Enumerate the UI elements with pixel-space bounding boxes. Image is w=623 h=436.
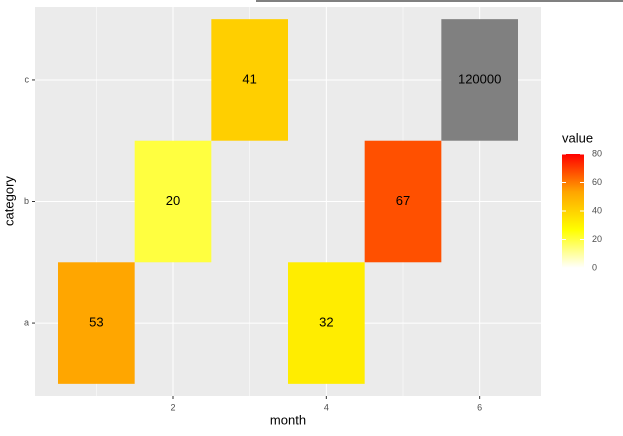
tile [441, 19, 518, 141]
tile-label: 20 [166, 193, 180, 208]
x-tick-label: 6 [477, 402, 482, 412]
tile [134, 140, 212, 263]
colorbar-tick-label: 0 [592, 262, 597, 272]
tile-label: 41 [242, 71, 256, 86]
tile [288, 262, 365, 384]
y-tick-label: a [24, 317, 29, 327]
x-tick-label: 2 [170, 402, 175, 412]
colorbar [562, 154, 584, 268]
tile-label: 120000 [458, 71, 501, 86]
colorbar-tick-label: 40 [592, 205, 602, 215]
x-axis-title: month [270, 412, 306, 427]
colorbar-tick-label: 80 [592, 148, 602, 158]
tile-label: 53 [89, 315, 103, 330]
tile-label: 67 [396, 193, 410, 208]
x-tick-label: 4 [324, 402, 329, 412]
y-axis-title: category [1, 176, 16, 226]
tile [364, 140, 442, 263]
colorbar-tick-label: 20 [592, 234, 602, 244]
tile [58, 262, 135, 384]
y-tick-label: b [24, 196, 29, 206]
colorbar-tick-label: 60 [592, 177, 602, 187]
legend-title: value [562, 130, 593, 145]
tile-label: 32 [319, 315, 333, 330]
tile [211, 19, 288, 141]
y-tick-label: c [25, 74, 30, 84]
tiles: 53 20 41 32 67 120000 [58, 19, 518, 384]
